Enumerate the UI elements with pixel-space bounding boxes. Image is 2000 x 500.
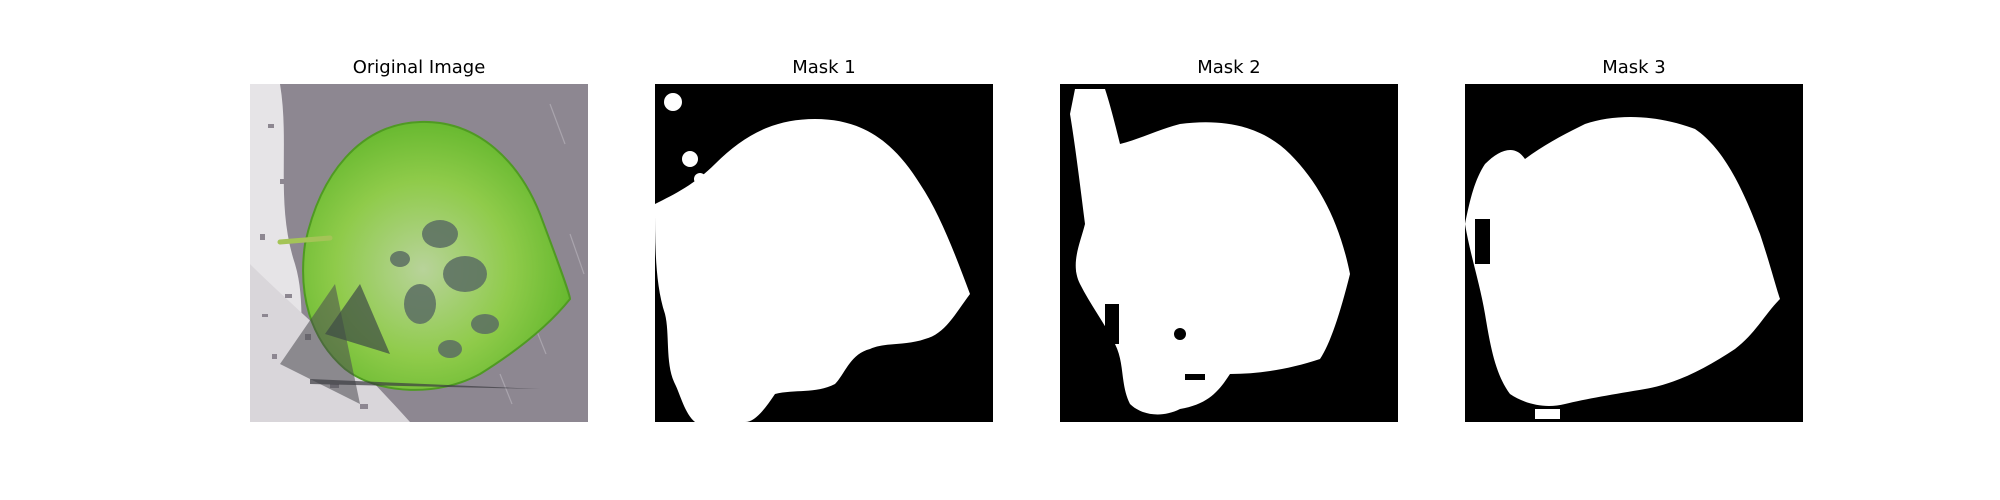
mask-2-image — [1060, 84, 1398, 422]
leaf-photo — [250, 84, 588, 422]
panel-title-mask-3: Mask 3 — [1602, 57, 1666, 78]
mask-2-panel — [1060, 84, 1398, 422]
mask-1-image — [655, 84, 993, 422]
mask-1-panel — [655, 84, 993, 422]
original-image-panel — [250, 84, 588, 422]
panel-title-mask-1: Mask 1 — [792, 57, 856, 78]
mask-3-panel — [1465, 84, 1803, 422]
panel-title-mask-2: Mask 2 — [1197, 57, 1261, 78]
panel-title-original: Original Image — [352, 57, 486, 78]
mask-3-image — [1465, 84, 1803, 422]
